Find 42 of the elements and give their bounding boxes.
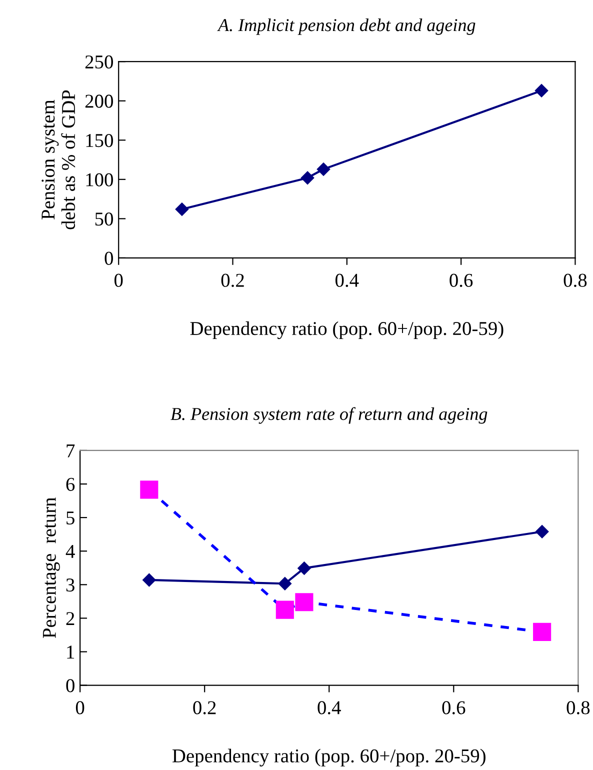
chart-title: A. Implicit pension debt and ageing xyxy=(217,18,476,35)
point xyxy=(300,170,314,185)
y-tick-label: 6 xyxy=(66,478,75,491)
y-axis-title: Pension system debt as % of GDP xyxy=(42,90,76,230)
y-tick-label: 100 xyxy=(86,173,113,186)
point xyxy=(295,593,314,612)
point xyxy=(533,622,552,641)
y-tick-label: 5 xyxy=(66,512,74,524)
y-tick-label: 3 xyxy=(66,578,74,592)
x-tick-label: 0 xyxy=(76,701,84,714)
x-tick-label: 0.6 xyxy=(442,701,466,714)
point xyxy=(175,202,189,216)
y-tick-label: 1 xyxy=(67,646,74,658)
y-tick-label: 2 xyxy=(66,612,74,625)
y-tick-label: 0 xyxy=(104,252,113,265)
point xyxy=(534,84,548,98)
point xyxy=(316,162,330,176)
point xyxy=(276,600,294,619)
x-tick-label: 0.2 xyxy=(193,701,216,714)
y-tick-label: 50 xyxy=(95,212,113,226)
point xyxy=(535,524,549,539)
x-axis-title: Dependency ratio (pop. 60+/pop. 20-59) xyxy=(190,321,504,340)
x-tick-label: 0.8 xyxy=(564,274,587,287)
y-tick-label: 0 xyxy=(66,679,74,692)
point xyxy=(142,573,156,587)
x-tick-label: 0.4 xyxy=(318,701,341,714)
y-tick-label: 7 xyxy=(66,444,75,458)
chart-title: B. Pension system rate of return and ageing xyxy=(170,407,488,424)
x-tick-label: 0 xyxy=(114,274,123,287)
point xyxy=(278,576,292,591)
point xyxy=(140,480,158,499)
x-tick-label: 0.4 xyxy=(335,274,359,287)
x-axis-title: Dependency ratio (pop. 60+/pop. 20-59) xyxy=(172,748,486,766)
point xyxy=(297,561,312,576)
x-tick-label: 0.8 xyxy=(566,701,590,714)
y-axis-title: Percentage return xyxy=(42,497,60,638)
y-tick-label: 150 xyxy=(86,134,113,148)
x-tick-label: 0.2 xyxy=(221,274,244,287)
x-tick-label: 0.6 xyxy=(450,274,473,287)
y-tick-label: 200 xyxy=(85,94,113,108)
y-tick-label: 250 xyxy=(85,55,113,69)
y-tick-label: 4 xyxy=(66,545,75,558)
